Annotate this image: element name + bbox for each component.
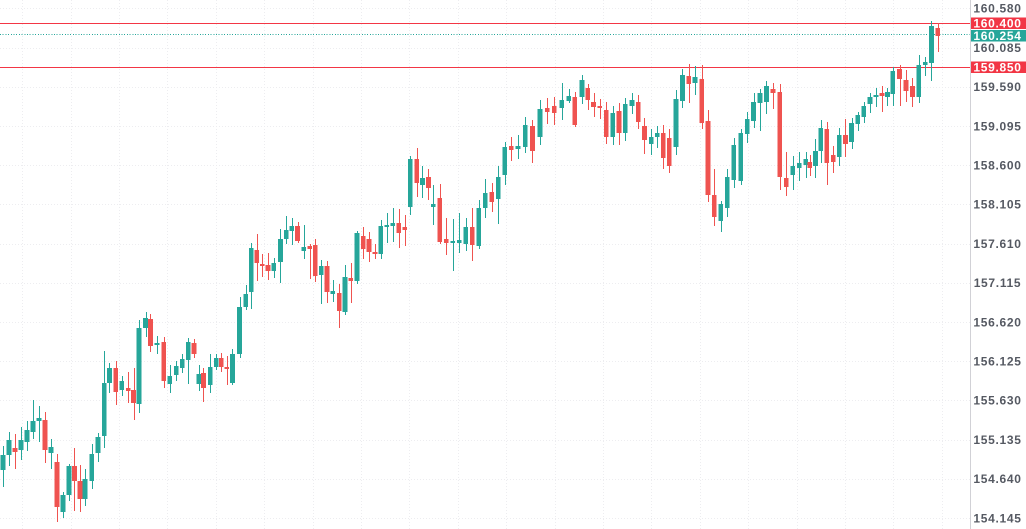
svg-text:154.145: 154.145 [973, 511, 1021, 525]
svg-text:158.600: 158.600 [973, 159, 1021, 173]
svg-text:157.610: 157.610 [973, 237, 1021, 251]
svg-text:154.640: 154.640 [973, 472, 1021, 486]
svg-text:160.400: 160.400 [973, 16, 1021, 30]
svg-text:158.105: 158.105 [973, 198, 1021, 212]
svg-text:159.095: 159.095 [973, 119, 1021, 133]
svg-text:156.620: 156.620 [973, 315, 1021, 329]
svg-text:160.254: 160.254 [973, 29, 1021, 43]
svg-text:160.085: 160.085 [973, 41, 1021, 55]
svg-text:160.580: 160.580 [973, 2, 1021, 16]
svg-text:159.850: 159.850 [973, 61, 1021, 75]
svg-text:155.630: 155.630 [973, 394, 1021, 408]
svg-text:156.125: 156.125 [973, 355, 1021, 369]
svg-text:155.135: 155.135 [973, 433, 1021, 447]
svg-text:157.115: 157.115 [974, 276, 1022, 290]
svg-text:159.590: 159.590 [973, 80, 1021, 94]
